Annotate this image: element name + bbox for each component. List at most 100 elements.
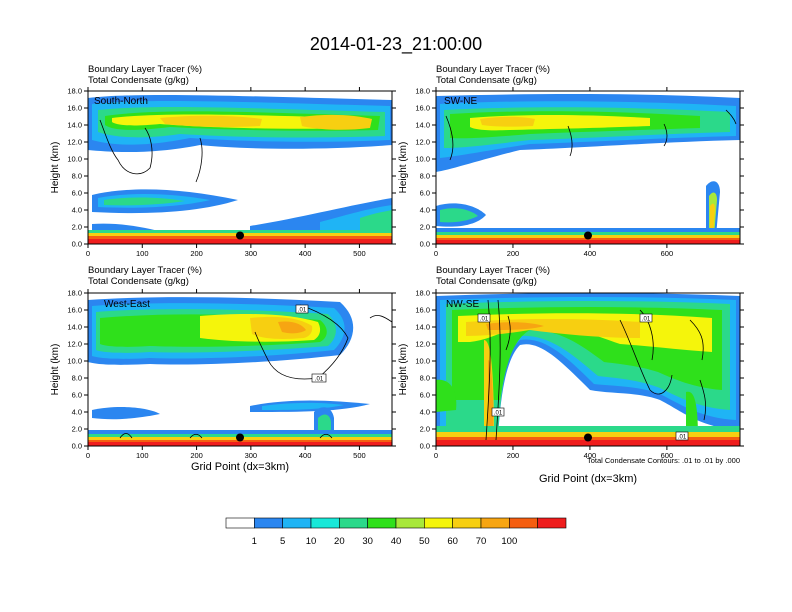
panel-2-axes: 0.0 2.0 4.0 6.0 8.0 10.0 12.0 14.0 16.0 18.0 0 200 4… [415, 87, 744, 258]
y-tick-label: 18.0 [415, 87, 430, 96]
panel-west-east: Boundary Layer Tracer (%) Total Condensa… [50, 265, 396, 473]
colorbar-label: 40 [391, 536, 402, 547]
colorbar-swatch [480, 517, 510, 529]
y-tick-label: 6.0 [420, 391, 430, 400]
y-tick-label: 18.0 [415, 289, 430, 298]
colorbar-label: 10 [306, 536, 317, 547]
contour-label: .01 [678, 435, 687, 441]
y-tick-label: 8.0 [72, 374, 82, 383]
y-axis-label-1: Height (km) [50, 142, 61, 194]
x-tick-label: 300 [245, 451, 258, 460]
panel-south-north: Boundary Layer Tracer (%) Total Condensa… [50, 64, 396, 258]
panel-sw-ne: Boundary Layer Tracer (%) Total Condensa… [398, 64, 744, 258]
y-tick-label: 14.0 [67, 121, 82, 130]
colorbar-label: 70 [476, 536, 487, 547]
y-tick-label: 2.0 [420, 425, 430, 434]
y-tick-label: 18.0 [67, 87, 82, 96]
x-tick-label: 200 [190, 249, 203, 258]
colorbar-swatch [424, 517, 453, 529]
panel-label-west-east: West-East [104, 299, 150, 310]
colorbar-label: 30 [362, 536, 373, 547]
x-tick-label: 200 [190, 451, 203, 460]
y-tick-label: 14.0 [415, 121, 430, 130]
location-marker [584, 433, 592, 442]
colorbar-swatch [509, 517, 538, 529]
contour-label: .01 [642, 317, 651, 323]
colorbar-swatch [367, 517, 397, 529]
panel-subtitle-2: Total Condensate (g/kg) [436, 276, 537, 287]
y-tick-label: 2.0 [420, 223, 430, 232]
y-tick-label: 10.0 [415, 357, 430, 366]
x-tick-label: 0 [434, 249, 438, 258]
y-tick-label: 4.0 [72, 206, 82, 215]
y-tick-label: 4.0 [420, 408, 430, 417]
x-tick-label: 600 [661, 451, 674, 460]
y-tick-label: 12.0 [415, 340, 430, 349]
colorbar-swatch [282, 517, 312, 529]
panel-subtitle-1: Boundary Layer Tracer (%) [88, 265, 202, 276]
panel-subtitle-1: Boundary Layer Tracer (%) [436, 64, 550, 75]
panel-subtitle-2: Total Condensate (g/kg) [88, 276, 189, 287]
x-tick-label: 100 [136, 451, 149, 460]
y-tick-label: 6.0 [72, 189, 82, 198]
y-tick-label: 6.0 [72, 391, 82, 400]
panel-1-axes: 0.0 2.0 4.0 6.0 8.0 10.0 12.0 14.0 16.0 18.0 0 100 2… [67, 87, 396, 258]
x-tick-label: 100 [136, 249, 149, 258]
colorbar-label: 50 [419, 536, 430, 547]
panel-4-axes: 0.0 2.0 4.0 6.0 8.0 10.0 12.0 14.0 16.0 18.0 0 200 4… [415, 289, 744, 460]
colorbar-label: 20 [334, 536, 345, 547]
y-tick-label: 12.0 [67, 340, 82, 349]
x-tick-label: 200 [507, 249, 520, 258]
contour-label: .01 [315, 377, 324, 383]
contour-label: .01 [494, 411, 503, 417]
location-marker [236, 231, 244, 240]
y-axis-label-4: Height (km) [398, 344, 409, 396]
y-tick-label: 10.0 [67, 155, 82, 164]
panel-nw-se: Boundary Layer Tracer (%) Total Condensa… [398, 265, 744, 485]
y-tick-label: 0.0 [420, 442, 430, 451]
y-tick-label: 12.0 [415, 138, 430, 147]
colorbar-label: 1 [252, 536, 257, 547]
panel-subtitle-2: Total Condensate (g/kg) [88, 75, 189, 86]
x-tick-label: 400 [584, 451, 597, 460]
y-axis-label-2: Height (km) [398, 142, 409, 194]
panel-subtitle-1: Boundary Layer Tracer (%) [88, 64, 202, 75]
y-tick-label: 18.0 [67, 289, 82, 298]
colorbar-swatch [395, 517, 425, 529]
x-tick-label: 0 [86, 451, 90, 460]
x-tick-label: 200 [507, 451, 520, 460]
contour-note: Total Condensate Contours: .01 to .01 by… [587, 456, 740, 465]
contour-label: .01 [298, 308, 307, 314]
y-tick-label: 8.0 [72, 172, 82, 181]
y-tick-label: 2.0 [72, 425, 82, 434]
colorbar-swatch [225, 517, 255, 529]
x-axis-label-4: Grid Point (dx=3km) [539, 473, 637, 485]
colorbar-label: 60 [447, 536, 458, 547]
y-tick-label: 10.0 [415, 155, 430, 164]
figure-title: 2014-01-23_21:00:00 [310, 34, 482, 55]
x-tick-label: 400 [584, 249, 597, 258]
colorbar-swatch [452, 517, 482, 529]
y-tick-label: 8.0 [420, 172, 430, 181]
y-tick-label: 14.0 [415, 323, 430, 332]
panel-3-axes: 0.0 2.0 4.0 6.0 8.0 10.0 12.0 14.0 16.0 18.0 0 100 2… [67, 289, 396, 460]
colorbar-swatch [339, 517, 368, 529]
colorbar-swatch [310, 517, 340, 529]
colorbar-swatch [254, 517, 283, 529]
y-tick-label: 0.0 [420, 240, 430, 249]
contour-label: .01 [480, 317, 489, 323]
location-marker [236, 433, 244, 442]
panel-label-south-north: South-North [94, 96, 148, 107]
y-tick-label: 6.0 [420, 189, 430, 198]
panel-subtitle-2: Total Condensate (g/kg) [436, 75, 537, 86]
x-axis-label-3: Grid Point (dx=3km) [191, 461, 289, 473]
y-tick-label: 16.0 [67, 104, 82, 113]
x-tick-label: 400 [299, 451, 312, 460]
x-tick-label: 0 [86, 249, 90, 258]
x-tick-label: 600 [661, 249, 674, 258]
colorbar-label: 100 [501, 536, 517, 547]
y-tick-label: 16.0 [415, 306, 430, 315]
colorbar-swatch [537, 517, 567, 529]
y-tick-label: 4.0 [72, 408, 82, 417]
